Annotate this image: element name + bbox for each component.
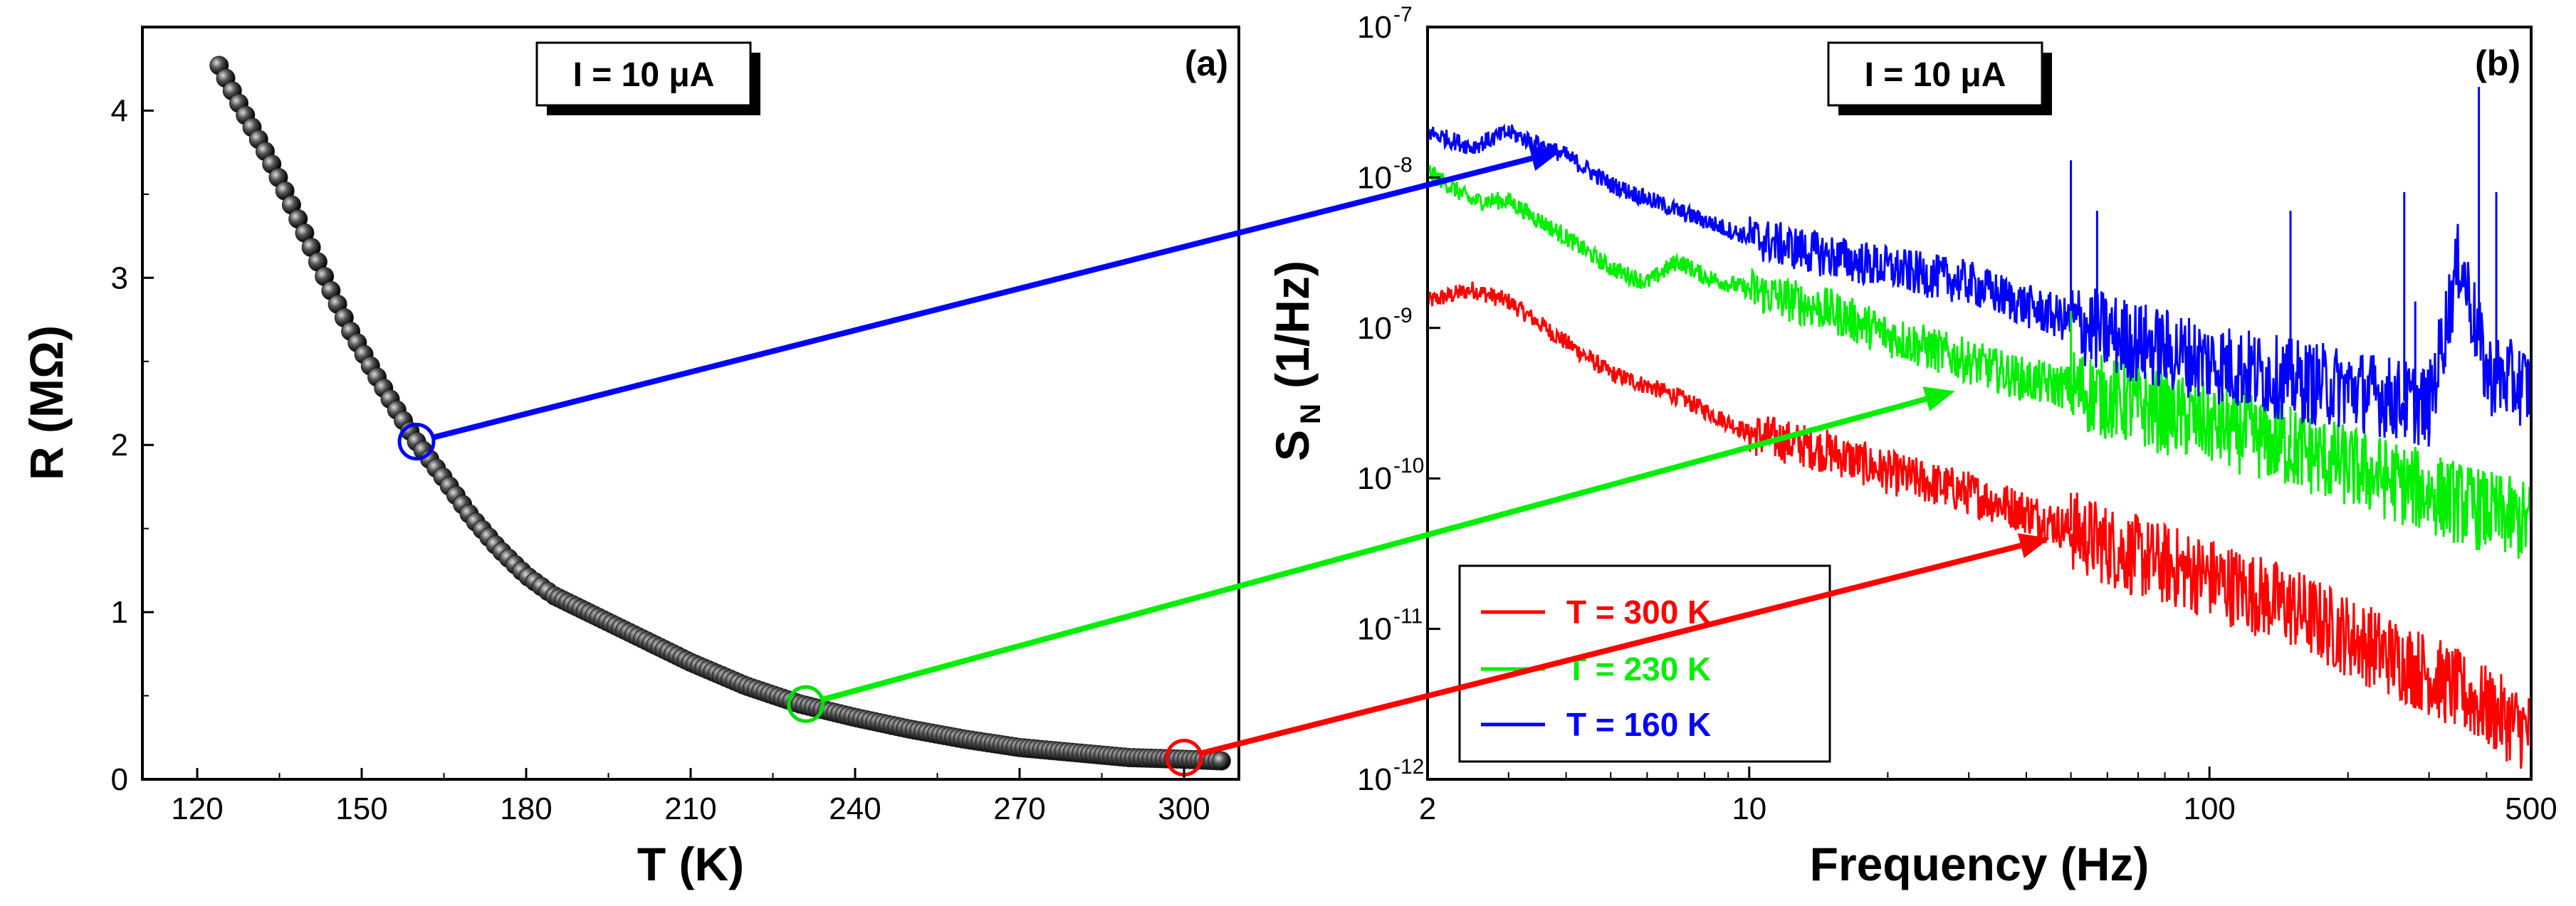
x-tick-label-a: 180 — [500, 791, 552, 826]
series-lines-b — [1426, 87, 2533, 769]
connector-line — [1200, 542, 2022, 757]
x-tick-label-a: 150 — [335, 791, 387, 826]
chart-panel-a: 120 150 180 210 240 270 300 0 1 2 3 4 T (K) R (MΩ)… — [20, 26, 1240, 890]
y-axis-label-b-sub: N — [1295, 404, 1326, 424]
panel-label-a: (a) — [1185, 43, 1228, 83]
legend-entry-160k: T = 160 K — [1566, 706, 1711, 743]
legend-frame — [1458, 564, 1831, 763]
y-axis-label-b-main: S — [1266, 430, 1319, 461]
x-tick-label-a: 240 — [829, 791, 881, 826]
y-tick-exponent-b: -11 — [1393, 605, 1423, 628]
y-tick-label-a: 3 — [111, 260, 128, 295]
y-tick-label-a: 2 — [111, 428, 128, 463]
x-axis-label-b: Frequency (Hz) — [1810, 838, 2150, 890]
connector-arrows — [432, 146, 2050, 757]
x-tick-label-a: 120 — [171, 791, 223, 826]
x-tick-label-b: 500 — [2505, 791, 2557, 826]
annotation-box-b: I = 10 μA — [1827, 41, 2052, 115]
x-tick-label-a: 210 — [664, 791, 716, 826]
highlight-ring — [787, 685, 825, 723]
x-axis-label-a: T (K) — [637, 838, 744, 890]
annotation-box-a: I = 10 μA — [535, 41, 760, 115]
y-tick-label-b: 10 — [1357, 160, 1392, 195]
legend-entry-300k: T = 300 K — [1566, 594, 1711, 631]
y-tick-label-b: 10 — [1357, 311, 1392, 346]
series-line-0 — [1426, 281, 2532, 769]
x-ticks-a: 120 150 180 210 240 270 300 — [171, 768, 1210, 826]
connector-arrowhead — [1529, 146, 1561, 171]
data-points-a — [209, 56, 1231, 771]
connector-arrowhead — [1922, 386, 1955, 411]
legend-b: T = 300 K T = 230 K T = 160 K — [1458, 564, 1831, 763]
plot-frame-b — [1426, 26, 2533, 781]
series-line-2 — [1427, 123, 2533, 447]
series-line-1 — [1426, 163, 2533, 559]
connector-line — [821, 396, 1927, 702]
y-tick-label-a: 0 — [111, 762, 128, 797]
y-ticks-a: 0 1 2 3 4 — [111, 93, 154, 797]
panel-label-b: (b) — [2475, 43, 2520, 83]
connector-line — [432, 155, 1533, 441]
y-tick-exponent-b: -8 — [1393, 153, 1413, 177]
annotation-text-b: I = 10 μA — [1865, 56, 2006, 94]
x-tick-label-a: 300 — [1158, 791, 1210, 826]
y-axis-label-a: R (MΩ) — [20, 325, 73, 480]
y-tick-exponent-b: -10 — [1393, 454, 1424, 478]
x-ticks-b: 2 10 100 500 — [1419, 767, 2557, 826]
y-tick-label-b: 10 — [1357, 461, 1392, 496]
highlighted-points-a — [397, 423, 1203, 776]
connector-arrowhead — [2017, 533, 2050, 559]
x-tick-label-b: 10 — [1732, 791, 1766, 826]
y-tick-label-a: 4 — [111, 93, 128, 128]
y-tick-label-a: 1 — [111, 595, 128, 630]
x-tick-label-b: 2 — [1419, 791, 1436, 826]
y-axis-label-b-unit: (1/Hz) — [1266, 260, 1319, 389]
x-tick-label-b: 100 — [2183, 791, 2235, 826]
data-point — [1211, 751, 1231, 771]
y-axis-label-b: S N (1/Hz) — [1266, 260, 1326, 461]
x-tick-label-a: 270 — [993, 791, 1045, 826]
y-tick-exponent-b: -7 — [1393, 3, 1413, 26]
y-tick-label-b: 10 — [1357, 612, 1392, 647]
y-tick-label-b: 10 — [1357, 762, 1392, 797]
highlight-ring — [397, 423, 436, 461]
y-tick-exponent-b: -9 — [1393, 304, 1413, 327]
annotation-text-a: I = 10 μA — [573, 56, 715, 94]
y-tick-label-b: 10 — [1357, 10, 1392, 45]
y-tick-exponent-b: -12 — [1393, 755, 1424, 779]
